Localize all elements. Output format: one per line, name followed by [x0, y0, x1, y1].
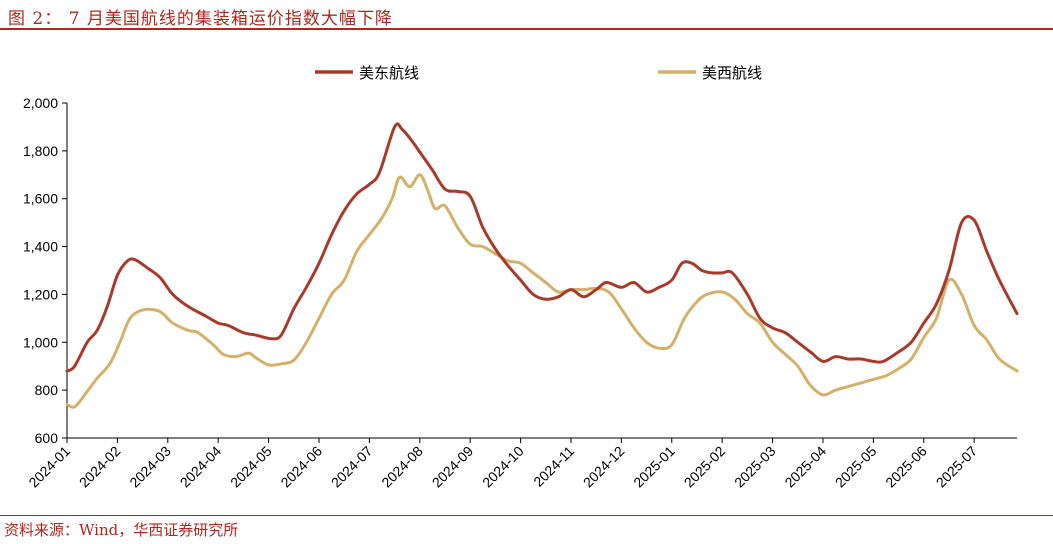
plot-area — [65, 122, 1019, 409]
x-tick-label: 2024-10 — [479, 443, 527, 491]
x-axis: 2024-01 2024-02 2024-03 2024-04 2024-05 2024-… — [25, 437, 1017, 491]
legend-label-east: 美东航线 — [359, 65, 419, 82]
x-tick-label: 2024-12 — [580, 443, 628, 491]
y-tick-label: 1,400 — [23, 239, 58, 255]
y-tick-label: 1,200 — [23, 286, 58, 302]
y-tick-label: 1,000 — [23, 334, 58, 350]
x-tick-label: 2024-05 — [227, 443, 275, 491]
x-tick-label: 2025-01 — [630, 443, 678, 491]
x-tick-label: 2025-04 — [781, 443, 829, 491]
x-tick-label: 2024-01 — [25, 443, 73, 491]
x-tick-label: 2025-07 — [933, 443, 981, 491]
x-tick-label: 2024-03 — [126, 443, 174, 491]
line-chart: 美东航线 美西航线 600 800 1,000 1,200 1,400 1,600 1,80… — [23, 65, 1019, 491]
x-tick-label: 2025-06 — [882, 443, 930, 491]
y-tick-label: 800 — [35, 382, 59, 398]
figure-title: 图 2： 7 月美国航线的集装箱运价指数大幅下降 — [8, 9, 393, 29]
x-tick-label: 2025-03 — [731, 443, 779, 491]
y-tick-label: 1,800 — [23, 143, 58, 159]
x-tick-label: 2024-06 — [277, 443, 325, 491]
chart-legend: 美东航线 美西航线 — [315, 65, 762, 82]
y-tick-label: 2,000 — [23, 95, 58, 111]
x-tick-label: 2025-05 — [832, 443, 880, 491]
x-tick-label: 2025-02 — [681, 443, 729, 491]
x-tick-label: 2024-02 — [76, 443, 124, 491]
series-line-west — [65, 173, 1019, 409]
title-divider — [0, 28, 1053, 30]
y-tick-label: 600 — [35, 430, 59, 446]
series-line-east — [65, 122, 1019, 373]
footer-divider — [0, 515, 1053, 516]
x-tick-label: 2024-08 — [378, 443, 426, 491]
legend-label-west: 美西航线 — [702, 65, 762, 82]
x-tick-label: 2024-07 — [328, 443, 376, 491]
y-tick-label: 1,600 — [23, 191, 58, 207]
x-tick-label: 2024-09 — [429, 443, 477, 491]
y-axis: 600 800 1,000 1,200 1,400 1,600 1,800 2,000 — [23, 95, 68, 446]
x-tick-label: 2024-04 — [177, 443, 225, 491]
source-note: 资料来源：Wind，华西证券研究所 — [4, 521, 239, 539]
x-tick-label: 2024-11 — [530, 443, 577, 490]
